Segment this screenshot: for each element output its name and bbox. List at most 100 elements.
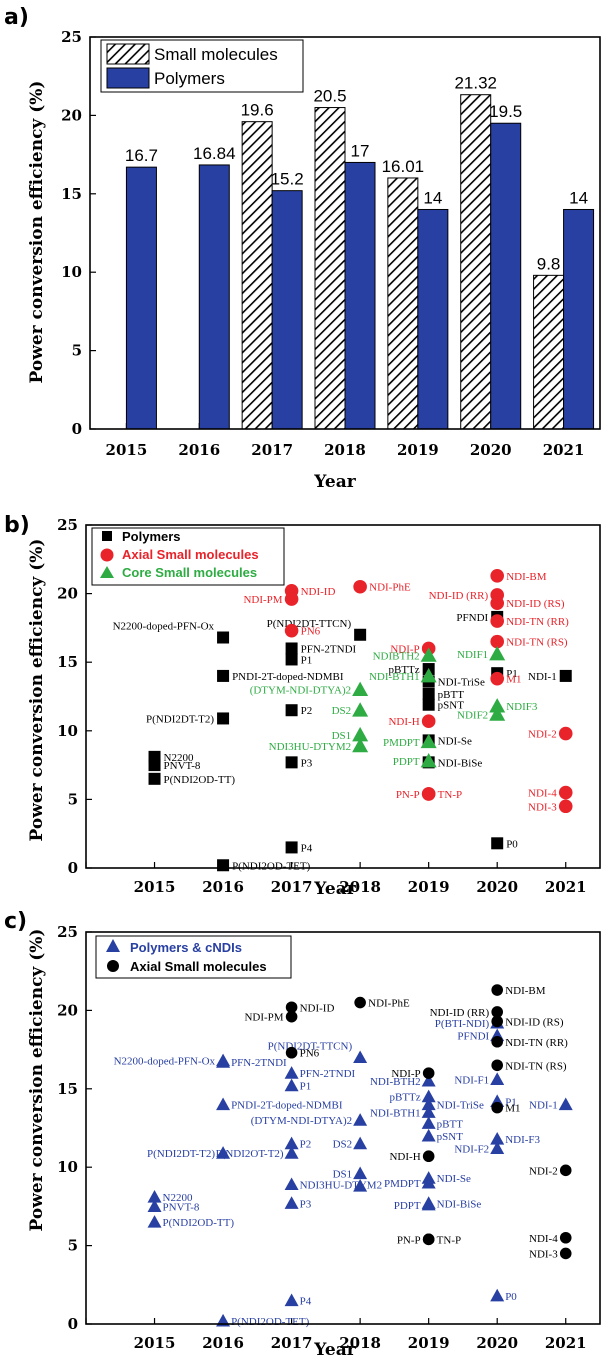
point-triangle bbox=[490, 1288, 505, 1302]
xtick-label: 2016 bbox=[178, 441, 220, 459]
point-label: DS1 bbox=[332, 730, 352, 742]
point-square bbox=[217, 859, 230, 872]
point-square bbox=[217, 669, 230, 682]
point-circle bbox=[490, 634, 505, 649]
point-label: NDI-P bbox=[390, 643, 419, 655]
legend-triangle-marker bbox=[100, 566, 114, 578]
xtick-label: 2021 bbox=[545, 878, 587, 896]
point-label: P(BTI-NDI) bbox=[435, 1018, 490, 1030]
point-label: N2200-doped-PFN-Ox bbox=[114, 1056, 216, 1068]
point-label: NDI3HU-DTYM2 bbox=[300, 1179, 383, 1191]
point-label: NDI-3 bbox=[528, 801, 557, 813]
point-label: PMDPT bbox=[383, 737, 420, 749]
xtick-label: 2017 bbox=[271, 1334, 313, 1352]
point-triangle bbox=[353, 1050, 368, 1064]
bar-polymers bbox=[271, 190, 303, 430]
xtick-label: 2019 bbox=[397, 441, 439, 459]
point-label: PNVT-8 bbox=[163, 1201, 200, 1213]
point-label: P3 bbox=[300, 1198, 312, 1210]
ytick-label: 0 bbox=[68, 1315, 78, 1333]
point-circle bbox=[491, 1101, 504, 1114]
ytick-label: 10 bbox=[61, 263, 82, 281]
point-triangle bbox=[353, 1179, 368, 1192]
point-label: NDI-H bbox=[389, 1151, 420, 1163]
panel-a-label: a) bbox=[4, 5, 29, 30]
point-label: P(NDI2OD-TET) bbox=[231, 1316, 310, 1328]
point-label: P(NDI2DT-T2) bbox=[146, 713, 214, 725]
point-circle bbox=[559, 1247, 572, 1260]
point-triangle bbox=[147, 1215, 162, 1228]
legend-box bbox=[91, 527, 285, 586]
point-triangle bbox=[489, 698, 506, 713]
point-label: M1 bbox=[506, 674, 521, 686]
point-label: PFN-2TNDI bbox=[301, 643, 357, 655]
point-label: NDI-PhE bbox=[369, 582, 411, 594]
panel-a-frame bbox=[89, 36, 601, 430]
point-triangle bbox=[352, 702, 369, 717]
ytick-label: 5 bbox=[68, 1237, 78, 1255]
point-label: NDI-F2 bbox=[454, 1143, 489, 1155]
point-square bbox=[285, 756, 298, 769]
point-label: NDI-3 bbox=[529, 1248, 558, 1260]
point-label: NDI-TriSe bbox=[437, 1099, 484, 1111]
point-label: N2200 bbox=[164, 752, 194, 764]
point-label: P1 bbox=[506, 668, 518, 680]
point-label: TN-P bbox=[437, 1234, 461, 1246]
bar-value-label: 20.5 bbox=[313, 87, 346, 106]
bar-value-label: 21.32 bbox=[454, 74, 497, 93]
point-label: NDI-PM bbox=[244, 1012, 283, 1024]
point-square bbox=[285, 704, 298, 717]
point-label: NDI-ID (RR) bbox=[429, 590, 489, 602]
ytick-label: 0 bbox=[68, 859, 78, 877]
legend-polymers-swatch bbox=[106, 67, 150, 89]
ytick-label: 15 bbox=[57, 1080, 78, 1098]
ytick-label: 15 bbox=[57, 653, 78, 671]
bar-polymers bbox=[417, 208, 449, 430]
point-label: NDI-1 bbox=[528, 671, 557, 683]
panel-a: a) Power conversion efficiency (%) Year … bbox=[4, 5, 601, 492]
point-label: (DTYM-NDI-DTYA)2 bbox=[250, 685, 351, 697]
legend-polymers: Polymers bbox=[122, 529, 181, 544]
point-label: NDI3HU-DTYM2 bbox=[269, 741, 352, 753]
point-circle bbox=[559, 1164, 572, 1177]
point-square bbox=[285, 653, 298, 666]
point-label: P1 bbox=[300, 1081, 312, 1093]
legend-core: Core Small molecules bbox=[122, 565, 257, 580]
point-triangle bbox=[490, 1131, 505, 1145]
bar-polymers bbox=[563, 208, 595, 430]
point-label: pBTT bbox=[437, 1118, 464, 1130]
point-label: NDI-BiSe bbox=[437, 1198, 482, 1210]
point-label: P(NDI2OD-TT) bbox=[164, 774, 236, 786]
point-label: PMDPT bbox=[384, 1178, 421, 1190]
point-triangle bbox=[420, 733, 437, 749]
point-circle bbox=[285, 1046, 298, 1059]
point-square bbox=[559, 669, 572, 682]
point-label: P(NDI2OD-TT) bbox=[163, 1217, 235, 1229]
point-triangle bbox=[421, 1105, 436, 1118]
point-circle bbox=[284, 623, 299, 638]
point-label: P2 bbox=[300, 1139, 312, 1151]
panel-a-ylabel: Power conversion efficiency (%) bbox=[27, 81, 47, 384]
point-label: P1 bbox=[301, 654, 313, 666]
point-label: P2 bbox=[301, 705, 313, 717]
point-label: NDI-ID (RR) bbox=[430, 1007, 490, 1019]
point-triangle bbox=[490, 1141, 505, 1154]
bar-value-label: 17 bbox=[351, 141, 370, 160]
xtick-label: 2015 bbox=[134, 878, 176, 896]
xtick-label: 2015 bbox=[106, 441, 148, 459]
point-circle bbox=[421, 787, 436, 801]
ytick-label: 20 bbox=[57, 1001, 78, 1019]
legend-box bbox=[95, 935, 292, 979]
point-triangle bbox=[284, 1196, 299, 1209]
point-label: P(NDI2OD-TET) bbox=[232, 860, 311, 872]
point-label: P4 bbox=[301, 842, 313, 854]
bar-small-molecules bbox=[387, 177, 419, 430]
bar-value-label: 19.5 bbox=[489, 102, 522, 121]
point-label: PFN-2TNDI bbox=[300, 1068, 356, 1080]
legend-axial: Axial Small molecules bbox=[122, 547, 259, 562]
point-label: NDI-BTH1 bbox=[369, 671, 420, 683]
point-circle bbox=[490, 596, 505, 611]
panel-c-ylabel: Power conversion efficiency (%) bbox=[27, 929, 47, 1232]
point-label: PN6 bbox=[300, 1048, 320, 1060]
